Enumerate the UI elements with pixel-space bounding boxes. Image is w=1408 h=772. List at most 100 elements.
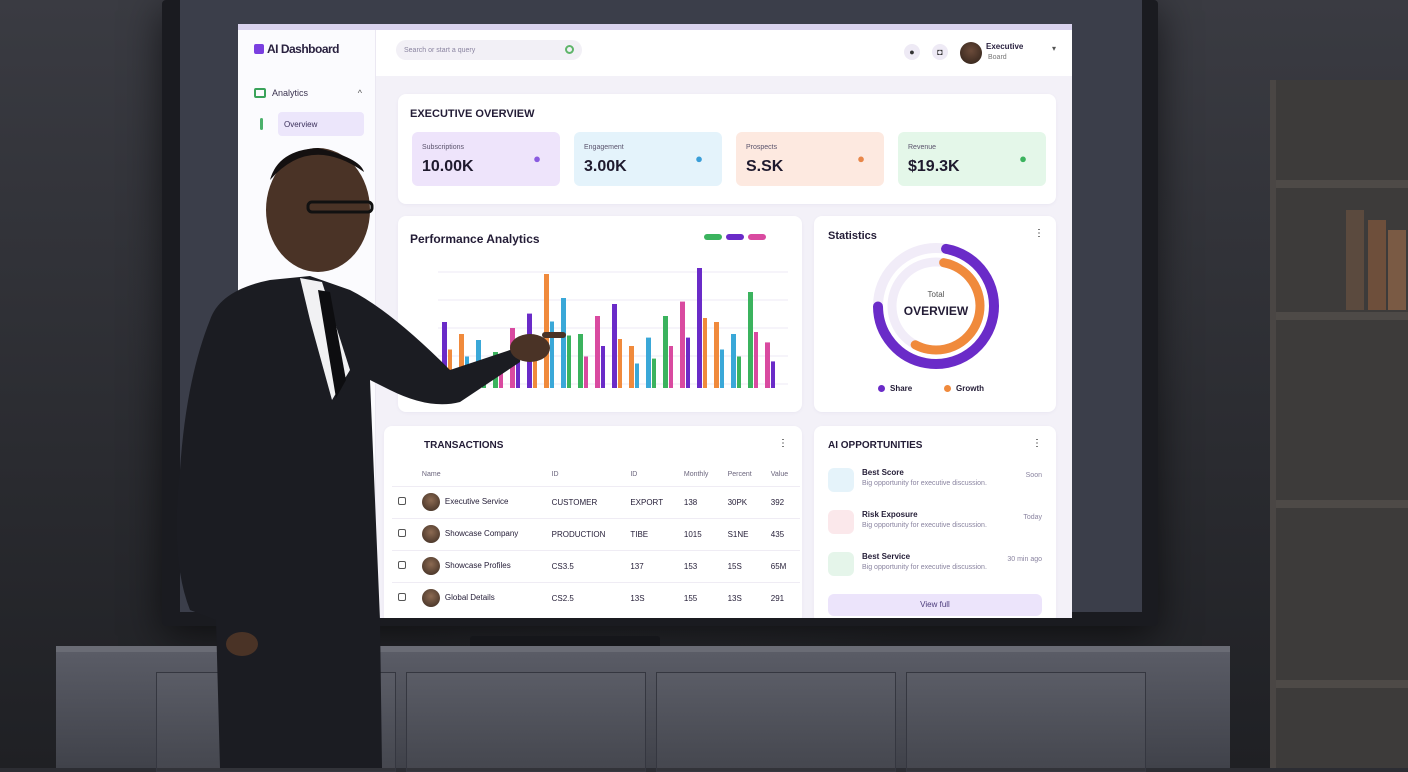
table-cell: 155 — [677, 581, 722, 614]
row-checkbox — [392, 517, 416, 550]
checkbox[interactable] — [398, 497, 406, 505]
active-indicator — [260, 118, 263, 130]
table-cell: 13S — [721, 581, 765, 614]
stat-label: Engagement — [584, 144, 624, 151]
more-icon[interactable]: ⋮ — [1032, 438, 1042, 449]
table-row[interactable]: Executive Service CUSTOMER EXPORT 138 30PK 39… — [392, 485, 800, 518]
table-row[interactable]: Showcase Company PRODUCTION TIBE 1015 S1NE 43… — [392, 517, 800, 550]
opportunity-time: 30 min ago — [1007, 556, 1042, 563]
opportunity-item[interactable]: Best Service Big opportunity for executiv… — [828, 550, 1042, 580]
donut-segment-growth — [887, 257, 985, 355]
stat-card[interactable]: Engagement 3.00K ● — [574, 132, 722, 186]
search-placeholder: Search or start a query — [404, 46, 476, 54]
column-header: Value — [770, 471, 789, 479]
search-input[interactable]: Search or start a query — [396, 40, 582, 60]
legend-swatch — [726, 234, 744, 240]
chart-bar — [601, 346, 605, 388]
opportunities-card: AI OPPORTUNITIES ⋮ Best Score Big opportu… — [814, 426, 1056, 618]
chart-bar — [629, 346, 634, 388]
table-cell: 137 — [624, 549, 678, 582]
stat-card[interactable]: Subscriptions 10.00K ● — [412, 132, 560, 186]
transactions-table: Name ID ID Monthly Percent Value Executive Se… — [392, 464, 800, 614]
shelf-board — [1276, 500, 1408, 508]
checkbox[interactable] — [398, 529, 406, 537]
presenter — [176, 148, 566, 768]
chart-bar — [771, 361, 775, 388]
stat-card[interactable]: Prospects S.SK ● — [736, 132, 884, 186]
stat-label: Prospects — [746, 144, 778, 151]
opportunity-icon — [828, 552, 854, 576]
logo-text: AI Dashboard — [267, 42, 340, 56]
chevron-down-icon[interactable]: ▾ — [1052, 44, 1057, 53]
sidebar-item-label: Overview — [284, 119, 318, 129]
bell-icon[interactable]: ● — [904, 44, 920, 60]
chart-bar — [584, 356, 588, 388]
message-icon[interactable]: ◘ — [932, 44, 948, 60]
legend-swatch — [748, 234, 766, 240]
chart-bar — [459, 334, 464, 388]
chart-bar — [533, 344, 537, 388]
row-name-text: Global Details — [444, 593, 495, 603]
chart-bar — [765, 342, 770, 388]
row-name-text: Showcase Company — [444, 529, 519, 539]
opportunity-title: Risk Exposure — [862, 510, 918, 519]
opportunity-title: Best Service — [862, 552, 911, 561]
view-full-button[interactable]: View full — [828, 594, 1042, 616]
stat-icon: ● — [533, 151, 541, 166]
chart-bar — [442, 322, 447, 388]
transactions-card: TRANSACTIONS ⋮ Name ID ID Monthly Percent Val… — [384, 426, 802, 618]
opportunity-time: Soon — [1025, 472, 1042, 479]
row-name: Showcase Profiles — [415, 549, 546, 582]
chart-bar — [714, 322, 719, 388]
chart-bar — [669, 346, 673, 388]
more-icon[interactable]: ⋮ — [778, 438, 788, 449]
opportunity-icon — [828, 468, 854, 492]
stat-value: 10.00K — [422, 158, 474, 175]
glasses-icon — [306, 200, 374, 214]
legend-label: Share — [890, 384, 913, 393]
table-row[interactable]: Global Details CS2.5 13S 155 13S 291 — [392, 581, 800, 614]
checkbox[interactable] — [398, 593, 406, 602]
chevron-up-icon: ^ — [357, 88, 362, 98]
sidebar-item-overview[interactable]: Overview — [278, 112, 364, 136]
bookshelf — [1270, 80, 1408, 768]
more-icon[interactable]: ⋮ — [1034, 228, 1044, 239]
donut-center-value: OVERVIEW — [903, 304, 969, 318]
chart-bar — [567, 335, 571, 388]
sidebar-group-analytics[interactable]: Analytics ^ — [254, 88, 362, 98]
shelf-board — [1276, 312, 1408, 320]
table-header: Name ID ID Monthly Percent Value — [392, 464, 800, 486]
cabinet-door — [906, 672, 1146, 772]
chart-bar — [680, 301, 685, 388]
avatar — [421, 525, 440, 543]
book — [1346, 210, 1364, 310]
opportunities-title: AI OPPORTUNITIES — [828, 440, 923, 451]
pointing-finger — [542, 332, 566, 338]
checkbox[interactable] — [398, 561, 406, 569]
bar-chart — [438, 268, 788, 388]
donut-legend-share: Share — [878, 384, 912, 393]
stat-card[interactable]: Revenue $19.3K ● — [898, 132, 1046, 186]
opportunity-item[interactable]: Best Score Big opportunity for executive … — [828, 466, 1042, 496]
chart-bar — [720, 349, 724, 388]
chart-bar — [618, 339, 622, 388]
chart-bar — [499, 367, 503, 388]
stat-value: $19.3K — [908, 158, 960, 175]
stat-label: Revenue — [908, 144, 937, 151]
column-header: Monthly — [683, 471, 709, 479]
chart-bar — [550, 321, 554, 388]
topbar: Search or start a query ● ◘ Executive Bo… — [376, 30, 1072, 76]
presenter-suit — [176, 276, 522, 768]
table-row[interactable]: Showcase Profiles CS3.5 137 153 15S 65M — [392, 549, 800, 582]
column-header: Percent — [727, 471, 752, 479]
chart-bar — [731, 334, 736, 388]
user-name: Executive — [986, 42, 1024, 51]
app-logo[interactable]: AI Dashboard — [254, 42, 340, 56]
avatar[interactable] — [960, 42, 982, 64]
presenter-hand — [510, 334, 550, 362]
table-cell: 435 — [764, 517, 800, 550]
opportunity-item[interactable]: Risk Exposure Big opportunity for executi… — [828, 508, 1042, 538]
table-cell: EXPORT — [624, 485, 678, 518]
chart-legend — [704, 234, 766, 240]
